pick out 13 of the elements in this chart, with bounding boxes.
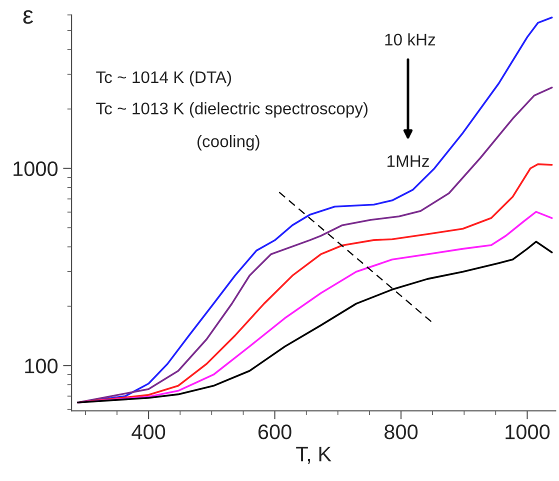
annotation: 1MHz <box>388 155 429 167</box>
annotation: (cooling) <box>197 135 260 151</box>
y-axis-title: ε <box>23 10 34 24</box>
x-tick-label: 800 <box>384 424 418 440</box>
x-tick-label: 600 <box>258 424 292 440</box>
x-axis-title: T, K <box>296 446 332 464</box>
annotation: 10 kHz <box>385 33 436 46</box>
annotation: Tc ~ 1014 K (DTA) <box>96 70 232 86</box>
x-tick-label: 400 <box>132 424 166 440</box>
line-series <box>76 86 553 404</box>
y-tick-label: 100 <box>25 358 58 374</box>
annotation: Tc ~ 1013 K (dielectric spectroscopy) <box>96 102 368 118</box>
x-tick-label: 1000 <box>506 424 550 440</box>
